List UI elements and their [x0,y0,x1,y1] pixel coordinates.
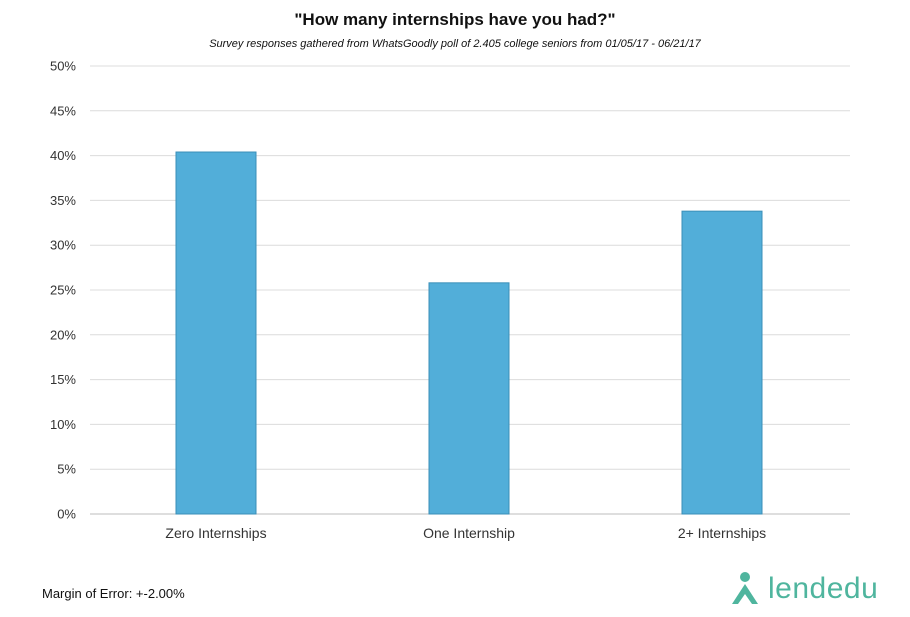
logo-person-icon [732,572,758,604]
chart-title: "How many internships have you had?" [294,10,616,29]
y-tick-label: 35% [50,193,76,208]
bar-chart: 0% 5% 10% 15% 20% 25% 30% 35% 40% 45% 50% Zero Int… [50,59,850,541]
y-tick-label: 10% [50,417,76,432]
bar [175,151,257,515]
y-tick-label: 40% [50,148,76,163]
logo-text: lendedu [768,572,879,605]
x-axis-categories: Zero Internships One Internship 2+ Interns… [165,525,766,541]
y-tick-label: 30% [50,238,76,253]
y-tick-label: 50% [50,59,76,74]
bar [681,210,763,515]
y-tick-label: 20% [50,327,76,342]
bars [175,151,763,515]
x-category-label: 2+ Internships [678,525,766,541]
y-axis-ticks: 0% 5% 10% 15% 20% 25% 30% 35% 40% 45% 50% [50,59,76,522]
chart-subtitle: Survey responses gathered from WhatsGood… [209,38,701,50]
margin-of-error: Margin of Error: +-2.00% [42,586,185,601]
bar [428,282,510,515]
y-tick-label: 15% [50,372,76,387]
y-tick-label: 45% [50,103,76,118]
y-tick-label: 25% [50,283,76,298]
x-category-label: Zero Internships [165,525,266,541]
x-category-label: One Internship [423,525,515,541]
y-tick-label: 5% [57,462,76,477]
lendedu-logo: lendedu [728,570,888,608]
y-tick-label: 0% [57,507,76,522]
